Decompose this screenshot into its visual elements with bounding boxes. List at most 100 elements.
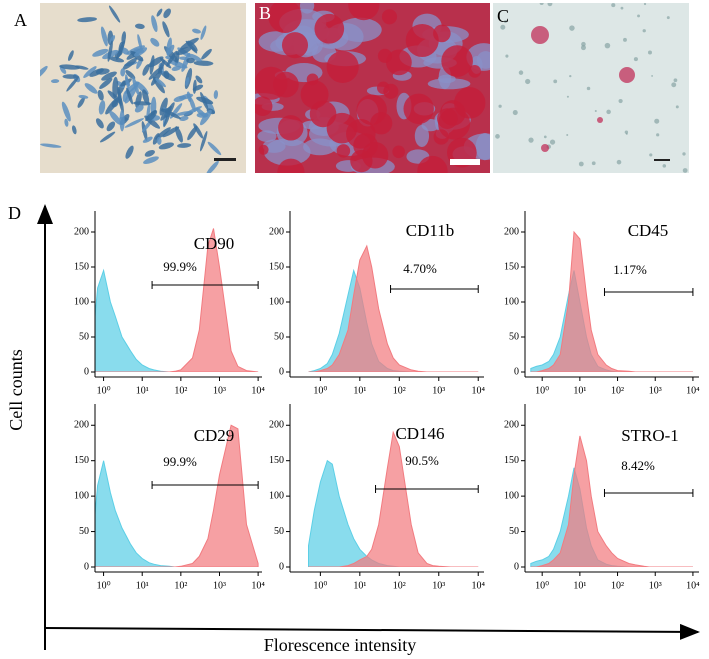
cell (142, 64, 150, 76)
gate-percent: 90.5% (405, 453, 439, 468)
debris (643, 3, 647, 6)
x-tick-label: 10³ (649, 385, 662, 396)
debris (566, 95, 569, 98)
stain (531, 26, 549, 44)
y-tick-label: 50 (79, 526, 89, 537)
y-tick-label: 150 (504, 455, 519, 466)
debris (654, 118, 660, 124)
x-tick-label: 10³ (213, 580, 226, 591)
cell (143, 156, 159, 165)
scale-bar (450, 159, 480, 165)
red-nodule (383, 83, 399, 99)
y-tick-label: 50 (274, 526, 284, 537)
histogram-area (308, 430, 479, 567)
gate (390, 285, 479, 293)
debris (647, 50, 652, 55)
debris (633, 57, 638, 62)
y-tick-label: 50 (509, 526, 519, 537)
cell (134, 104, 144, 113)
x-tick-label: 10⁴ (471, 580, 485, 591)
y-tick-label: 100 (74, 490, 89, 501)
y-tick-label: 200 (74, 420, 89, 431)
histogram-area (530, 467, 693, 567)
histogram-panel: 0 50 100 150 200 10⁰ 10¹ 10² 10³ 10⁴ CD11b 4.70% (269, 211, 485, 396)
x-tick-label: 10⁰ (535, 385, 549, 396)
gate (375, 485, 479, 493)
debris (547, 3, 553, 7)
cell (157, 59, 165, 75)
red-nodule (255, 66, 288, 100)
cell (144, 149, 155, 157)
debris (618, 98, 623, 104)
cell (150, 37, 160, 47)
cell (83, 66, 97, 78)
x-tick-label: 10⁰ (97, 385, 111, 396)
blue-patch (299, 3, 315, 14)
stain (541, 144, 549, 152)
cell (206, 160, 219, 173)
red-nodule (377, 48, 393, 63)
x-tick-label: 10³ (432, 580, 445, 591)
x-tick-label: 10¹ (573, 385, 586, 396)
cell (151, 15, 158, 33)
debris (578, 161, 584, 167)
cell (40, 65, 48, 80)
cell (117, 86, 122, 107)
cell (158, 142, 174, 150)
cell (156, 136, 162, 145)
histogram-area (530, 230, 693, 372)
red-nodule (348, 3, 380, 21)
red-nodule (277, 158, 305, 173)
gate-percent: 99.9% (163, 454, 197, 469)
histogram-panel: 0 50 100 150 200 10⁰ 10¹ 10² 10³ 10⁴ CD90 99.9% (74, 211, 265, 396)
debris (675, 105, 679, 109)
cell (166, 44, 175, 56)
x-tick-label: 10⁰ (535, 580, 549, 591)
cell (134, 23, 145, 29)
red-nodule (314, 13, 345, 44)
debris (549, 139, 556, 145)
debris (624, 130, 629, 134)
cell (109, 35, 116, 44)
blue-patch (303, 138, 337, 156)
histogram-area (308, 268, 479, 372)
cell (156, 8, 163, 17)
debris (611, 3, 616, 8)
y-tick-label: 0 (84, 561, 89, 572)
y-axis-title: Cell counts (6, 349, 26, 431)
cell (155, 78, 166, 88)
blue-patch (263, 138, 311, 166)
red-nodule (258, 144, 269, 155)
x-tick-label: 10³ (213, 385, 226, 396)
red-nodule (405, 23, 439, 58)
cell (200, 130, 208, 152)
cell (78, 95, 89, 99)
cell (112, 76, 119, 99)
debris (505, 54, 509, 58)
cell (97, 89, 104, 101)
x-tick-label: 10⁴ (686, 580, 700, 591)
x-tick-label: 10⁰ (97, 580, 111, 591)
y-tick-label: 200 (269, 420, 284, 431)
cell (142, 136, 153, 143)
debris (594, 109, 597, 113)
debris (637, 14, 640, 18)
marker-title: CD90 (194, 234, 235, 253)
debris (591, 161, 596, 166)
cell (59, 65, 67, 74)
cell (187, 125, 198, 141)
y-tick-label: 100 (269, 490, 284, 501)
cell (193, 123, 204, 139)
cell (160, 105, 172, 121)
cell (173, 95, 187, 102)
cell (120, 68, 126, 77)
debris (495, 134, 500, 139)
cell (137, 34, 143, 51)
cell (201, 48, 212, 60)
x-tick-label: 10⁴ (471, 385, 485, 396)
cell (148, 56, 164, 68)
marker-title: STRO-1 (621, 426, 679, 445)
cell (179, 56, 189, 60)
red-nodule (255, 96, 273, 117)
cell (163, 8, 171, 19)
